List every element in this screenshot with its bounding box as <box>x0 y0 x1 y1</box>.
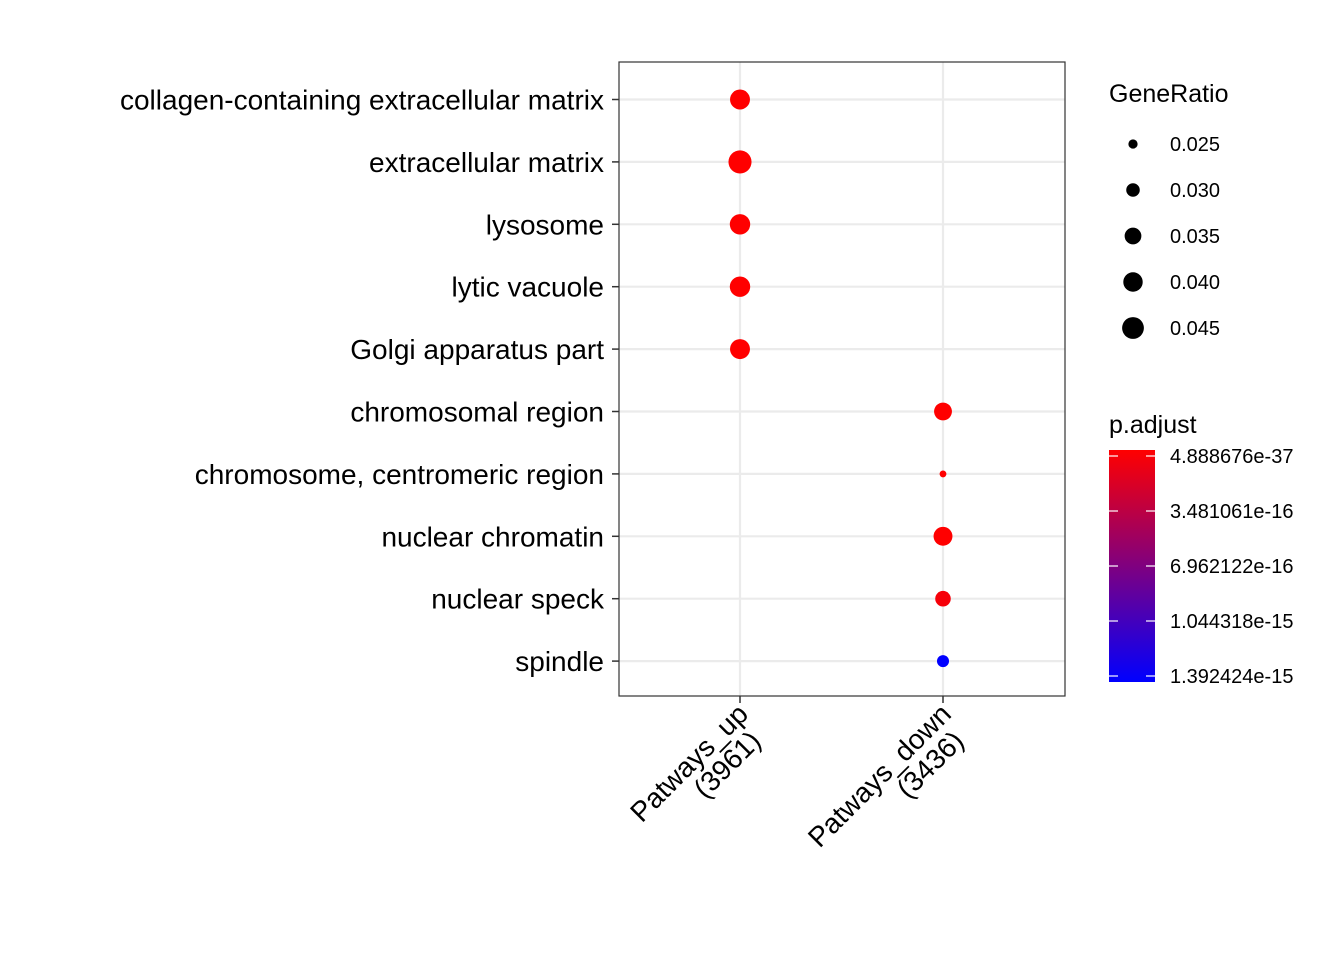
size-legend-key <box>1128 139 1138 149</box>
size-legend-label: 0.025 <box>1170 134 1220 156</box>
y-tick-label: lytic vacuole <box>451 272 604 303</box>
size-legend-key <box>1123 272 1143 292</box>
y-tick-label: spindle <box>515 646 604 677</box>
size-legend-label: 0.040 <box>1170 272 1220 294</box>
x-tick-label: Patways_up(3961) <box>624 698 767 828</box>
data-point <box>936 655 950 668</box>
color-legend-label: 6.962122e-16 <box>1170 556 1293 578</box>
color-legend-label: 1.044318e-15 <box>1170 611 1293 633</box>
panel-border <box>618 61 1066 697</box>
y-tick-label: nuclear chromatin <box>381 521 604 552</box>
y-axis: collagen-containing extracellular matrix… <box>120 85 619 677</box>
grid-lines <box>619 62 1065 696</box>
x-axis: Patways_up(3961) Patways_down(3436) <box>624 696 970 853</box>
size-legend-key <box>1124 227 1142 245</box>
y-tick-label: nuclear speck <box>431 584 605 615</box>
y-tick-label: chromosomal region <box>350 397 604 428</box>
data-point <box>728 150 752 174</box>
y-tick-label: extracellular matrix <box>369 147 604 178</box>
data-point <box>934 402 952 421</box>
size-legend-label: 0.030 <box>1170 180 1220 202</box>
color-legend-label: 4.888676e-37 <box>1170 446 1293 468</box>
panel-background <box>619 62 1065 696</box>
y-tick-label: chromosome, centromeric region <box>195 459 604 490</box>
size-legend-key <box>1126 183 1140 197</box>
size-legend: GeneRatio 0.025 0.030 0.035 0.040 0.045 <box>1109 80 1229 340</box>
data-point <box>730 89 750 110</box>
color-legend-label: 1.392424e-15 <box>1170 666 1293 688</box>
size-legend-title: GeneRatio <box>1109 80 1229 108</box>
y-tick-label: collagen-containing extracellular matrix <box>120 85 604 116</box>
y-tick-label: Golgi apparatus part <box>350 334 604 365</box>
data-point <box>729 214 751 235</box>
data-point <box>730 339 750 360</box>
data-points <box>728 89 953 668</box>
y-tick-label: lysosome <box>486 209 604 240</box>
size-legend-label: 0.035 <box>1170 226 1220 248</box>
data-point <box>729 276 751 297</box>
color-legend-label: 3.481061e-16 <box>1170 501 1293 523</box>
size-legend-label: 0.045 <box>1170 318 1220 340</box>
data-point <box>935 590 951 607</box>
size-legend-key <box>1122 317 1144 339</box>
data-point <box>933 526 953 546</box>
x-tick-label: Patways_down(3436) <box>802 698 970 853</box>
data-point <box>939 470 947 478</box>
color-legend-title: p.adjust <box>1109 411 1197 439</box>
color-legend: p.adjust 4.888676e-37 3.481061e-16 6.96212… <box>1109 411 1293 688</box>
